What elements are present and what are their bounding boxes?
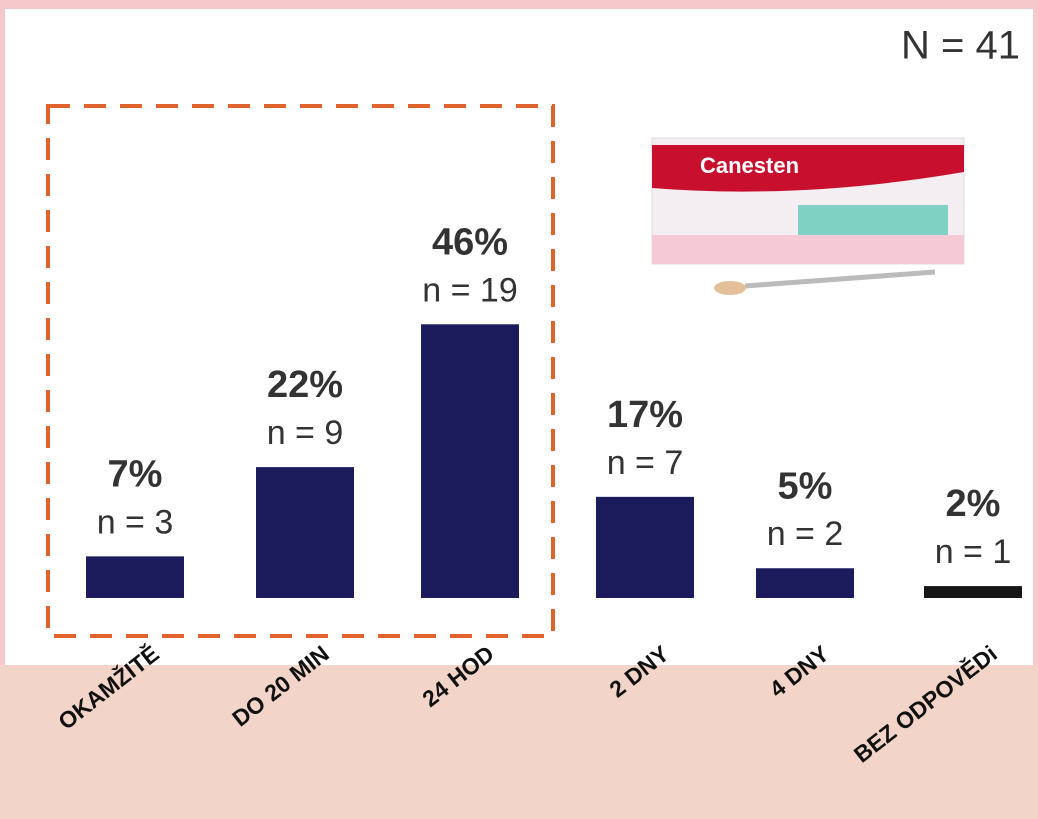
label-band bbox=[0, 665, 1038, 819]
value-label: 17% bbox=[607, 394, 683, 436]
bar bbox=[256, 467, 354, 598]
highlight-box bbox=[46, 104, 555, 638]
count-label: n = 2 bbox=[767, 515, 844, 553]
bar bbox=[596, 496, 694, 598]
value-label: 5% bbox=[778, 465, 833, 507]
count-label: n = 9 bbox=[267, 414, 344, 452]
annotation: N = 41 bbox=[901, 24, 1020, 68]
product-brand: Canesten bbox=[700, 153, 799, 178]
product-band bbox=[652, 145, 964, 192]
bar bbox=[86, 556, 184, 598]
count-label: n = 1 bbox=[935, 533, 1012, 571]
count-label: n = 19 bbox=[422, 271, 517, 309]
capsule bbox=[714, 281, 746, 295]
value-label: 22% bbox=[267, 364, 343, 406]
value-label: 46% bbox=[432, 221, 508, 263]
count-label: n = 7 bbox=[607, 444, 684, 482]
bar bbox=[756, 568, 854, 598]
product-image: Canesten GYN 1 den/1 deň bbox=[651, 137, 965, 295]
bar bbox=[924, 586, 1022, 598]
applicator bbox=[744, 269, 936, 289]
product-tag bbox=[798, 205, 948, 235]
bar bbox=[421, 324, 519, 598]
count-label: n = 3 bbox=[97, 503, 174, 541]
value-label: 7% bbox=[108, 453, 163, 495]
value-label: 2% bbox=[946, 483, 1001, 525]
product-footer bbox=[652, 235, 964, 264]
product-name: GYN 1 den/1 deň bbox=[818, 158, 945, 175]
